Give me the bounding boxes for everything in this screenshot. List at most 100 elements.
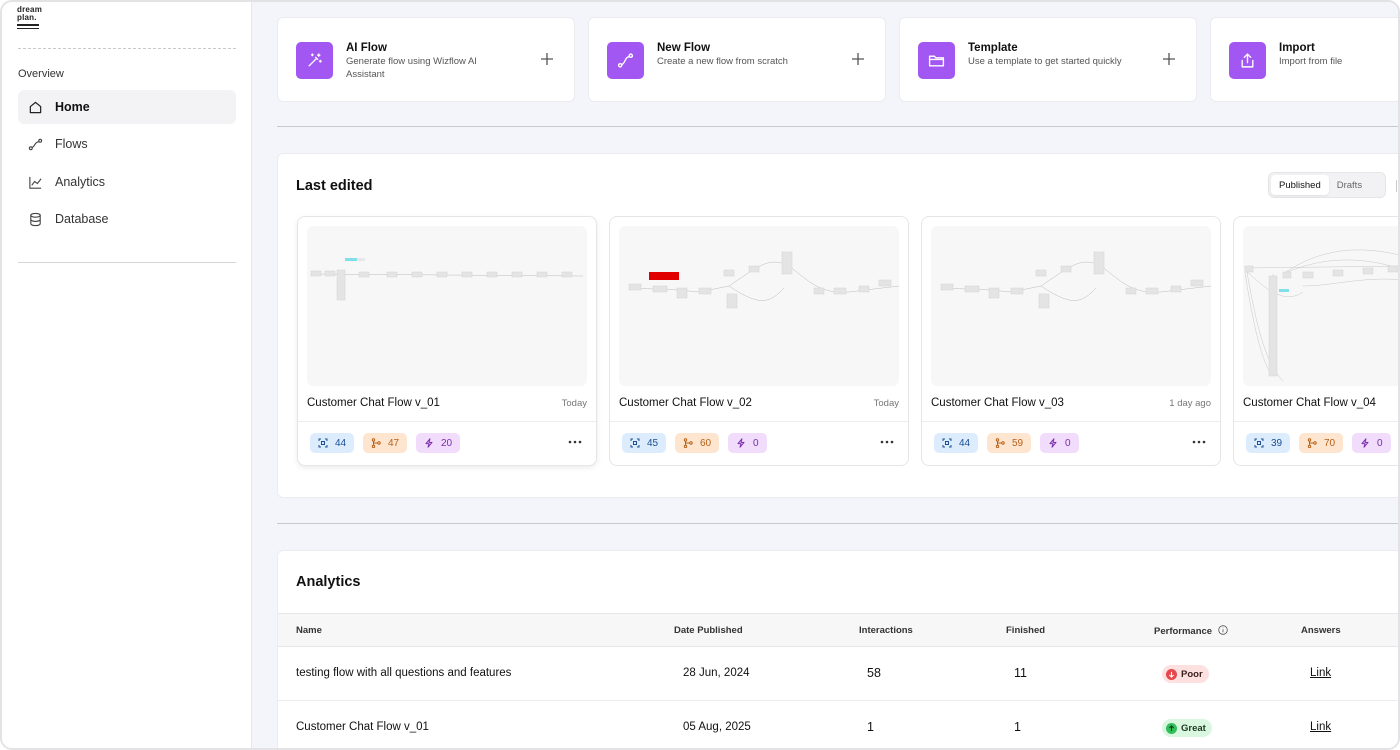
flow-card[interactable]: Customer Chat Flow v_04 39 70 0	[1233, 216, 1398, 466]
branches-count: 59	[1012, 437, 1024, 449]
divider	[1396, 180, 1397, 192]
nodes-count-badge: 39	[1246, 433, 1291, 453]
sidebar: dream plan. Overview Home Flows Analytic…	[2, 2, 252, 748]
flow-card[interactable]: Customer Chat Flow v_01 Today 44 47 20	[297, 216, 597, 466]
flow-preview-thumbnail	[1243, 226, 1398, 386]
actions-count: 0	[753, 437, 759, 449]
database-icon	[30, 212, 41, 226]
nodes-count-badge: 44	[310, 433, 355, 453]
flow-diagram-preview	[310, 258, 584, 301]
performance-badge-poor: Poor	[1162, 665, 1209, 683]
tab-drafts[interactable]: Drafts	[1336, 179, 1363, 191]
action-title: Import	[1279, 42, 1315, 54]
template-icon-tile	[918, 42, 955, 79]
branches-count-badge: 59	[987, 433, 1032, 453]
nodes-count-badge: 45	[622, 433, 667, 453]
flow-name-cell: Customer Chat Flow v_01	[296, 721, 429, 733]
sidebar-item-label: Home	[55, 100, 90, 114]
flow-date: 1 day ago	[1169, 398, 1211, 409]
branch-icon	[683, 438, 693, 448]
nodes-count-badge: 44	[934, 433, 979, 453]
flow-date: Today	[561, 398, 587, 409]
flow-card[interactable]: Customer Chat Flow v_02 Today 45 60 0	[609, 216, 909, 466]
branches-count-badge: 60	[675, 433, 720, 453]
divider	[18, 48, 236, 49]
lightning-icon	[737, 438, 745, 448]
more-options-icon[interactable]	[568, 439, 582, 445]
plus-icon[interactable]	[540, 52, 554, 66]
action-title: Template	[968, 42, 1018, 54]
info-icon[interactable]	[1218, 625, 1228, 635]
magic-wand-icon	[308, 53, 322, 67]
column-header-name[interactable]: Name	[296, 625, 322, 636]
sidebar-item-label: Analytics	[55, 175, 106, 189]
divider	[610, 421, 908, 422]
performance-label: Great	[1181, 722, 1206, 734]
sidebar-item-analytics[interactable]: Analytics	[18, 165, 236, 199]
sidebar-item-home[interactable]: Home	[18, 90, 236, 124]
branches-count: 70	[1324, 437, 1336, 449]
plus-icon[interactable]	[1162, 52, 1176, 66]
flow-preview-thumbnail	[931, 226, 1211, 386]
divider	[277, 126, 1398, 127]
column-header-date[interactable]: Date Published	[674, 625, 743, 636]
column-header-label: Performance	[1154, 626, 1213, 637]
more-options-icon[interactable]	[880, 439, 894, 445]
divider	[922, 421, 1220, 422]
flow-path-icon	[617, 53, 634, 68]
publish-filter-tabs: Published Drafts	[1268, 172, 1386, 198]
plus-icon[interactable]	[851, 52, 865, 66]
sidebar-item-database[interactable]: Database	[18, 202, 236, 236]
nodes-count: 44	[959, 437, 971, 449]
performance-label: Poor	[1181, 668, 1203, 680]
branches-count: 47	[388, 437, 400, 449]
column-header-finished[interactable]: Finished	[1006, 625, 1046, 636]
sidebar-item-label: Database	[55, 212, 109, 226]
section-title: Analytics	[296, 574, 361, 590]
finished-cell: 1	[1014, 720, 1021, 734]
action-subtitle: Create a new flow from scratch	[657, 56, 788, 67]
arrow-down-icon	[1166, 668, 1177, 680]
table-row[interactable]: testing flow with all questions and feat…	[278, 647, 1398, 701]
nodes-count: 45	[647, 437, 659, 449]
divider	[298, 421, 596, 422]
interactions-cell: 58	[867, 666, 881, 680]
more-options-icon[interactable]	[1192, 439, 1206, 445]
flow-card[interactable]: Customer Chat Flow v_03 1 day ago 44 59 …	[921, 216, 1221, 466]
table-row[interactable]: Customer Chat Flow v_01 05 Aug, 2025 1 1…	[278, 701, 1398, 748]
answers-link[interactable]: Link	[1310, 721, 1332, 733]
flow-name: Customer Chat Flow v_03	[931, 397, 1064, 409]
action-subtitle: Import from file	[1279, 56, 1343, 67]
sidebar-item-flows[interactable]: Flows	[18, 127, 236, 161]
flow-diagram-preview	[940, 251, 1211, 309]
flow-diagram-preview	[628, 251, 899, 309]
ai-flow-card[interactable]: AI Flow Generate flow using Wizflow AI A…	[277, 17, 575, 102]
folder-icon	[928, 55, 945, 67]
nodes-icon	[942, 438, 952, 448]
actions-count-badge: 0	[728, 433, 767, 453]
flow-diagram-preview	[1244, 249, 1398, 382]
divider	[277, 523, 1398, 524]
action-subtitle: Generate flow using Wizflow AI Assistant	[346, 56, 477, 80]
column-header-performance[interactable]: Performance	[1154, 625, 1228, 637]
brand-logo[interactable]: dream plan.	[17, 6, 42, 29]
column-header-interactions[interactable]: Interactions	[859, 625, 913, 636]
flow-name-cell: testing flow with all questions and feat…	[296, 667, 512, 679]
flow-preview-thumbnail	[307, 226, 587, 386]
logo-text-line2: plan.	[17, 13, 37, 22]
column-header-answers[interactable]: Answers	[1301, 625, 1341, 636]
template-card[interactable]: Template Use a template to get started q…	[899, 17, 1197, 102]
actions-count-badge: 20	[416, 433, 461, 453]
tab-published[interactable]: Published	[1271, 175, 1329, 195]
branches-count-badge: 47	[363, 433, 408, 453]
new-flow-card[interactable]: New Flow Create a new flow from scratch	[588, 17, 886, 102]
actions-count: 20	[441, 437, 453, 449]
import-card[interactable]: Import Import from file	[1210, 17, 1398, 102]
answers-link[interactable]: Link	[1310, 667, 1332, 679]
analytics-panel: Analytics Name Date Published Interactio…	[277, 550, 1398, 748]
new-flow-icon-tile	[607, 42, 644, 79]
interactions-cell: 1	[867, 720, 874, 734]
performance-badge-great: Great	[1162, 719, 1212, 737]
actions-count: 0	[1065, 437, 1071, 449]
